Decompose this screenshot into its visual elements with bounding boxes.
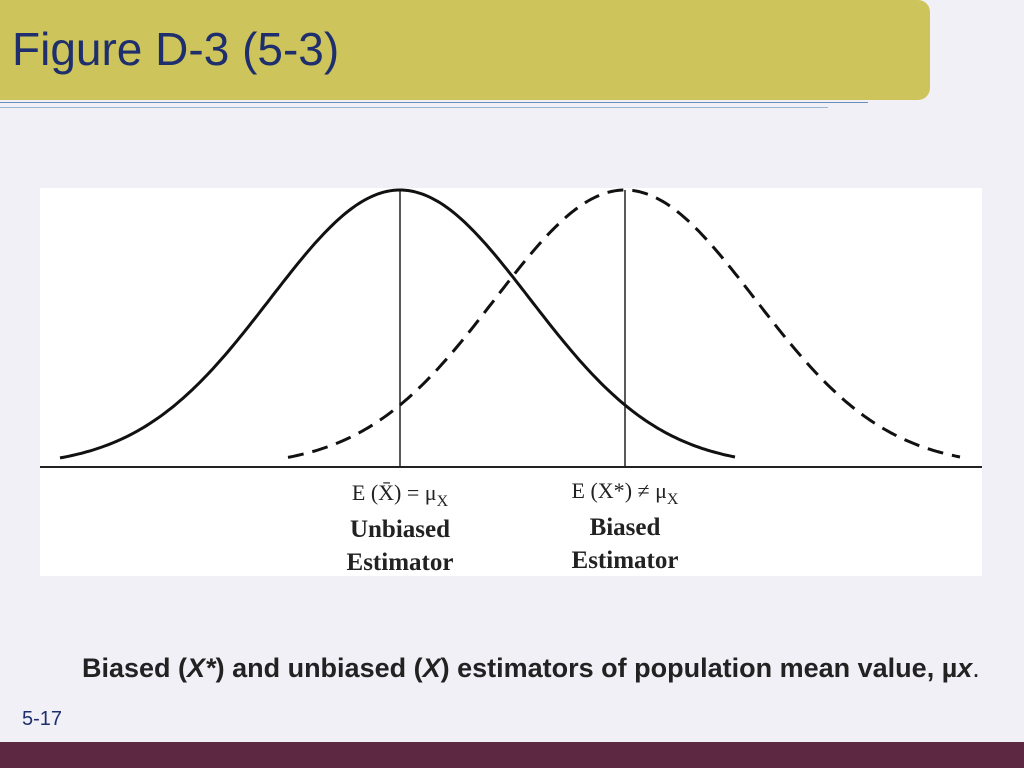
estimator-label: Biased bbox=[590, 514, 661, 541]
eq-subscript: X bbox=[437, 493, 449, 510]
caption-text: ) and unbiased ( bbox=[215, 653, 423, 683]
estimator-label: Estimator bbox=[347, 549, 454, 576]
slide-number: 5-17 bbox=[22, 708, 63, 730]
caption-text: Biased ( bbox=[82, 653, 188, 683]
divider bbox=[0, 107, 828, 108]
eq-part: E ( bbox=[572, 478, 598, 503]
figure: E (X̄) = μX Unbiased Estimator E (X*) ≠ … bbox=[40, 188, 982, 576]
title-bar bbox=[0, 0, 930, 100]
equation: E (X̄) = μX bbox=[352, 480, 449, 510]
unbiased-curve bbox=[59, 188, 736, 460]
caption-text: . bbox=[972, 653, 980, 683]
caption-text: ) estimators of population mean value, µ bbox=[440, 653, 958, 683]
footer-bar bbox=[0, 742, 1024, 768]
eq-part: ) ≠ μ bbox=[625, 478, 667, 503]
eq-subscript: X bbox=[667, 491, 679, 508]
eq-part: ) = μ bbox=[394, 480, 437, 505]
eq-part: X̄ bbox=[378, 480, 394, 505]
divider bbox=[0, 102, 868, 103]
equation: E (X*) ≠ μX bbox=[572, 478, 679, 508]
eq-part: E ( bbox=[352, 480, 378, 505]
figure-background bbox=[40, 188, 982, 576]
estimator-label: Unbiased bbox=[350, 516, 450, 543]
caption-italic: X bbox=[422, 653, 441, 683]
estimator-label: Estimator bbox=[572, 547, 679, 574]
eq-part: X* bbox=[598, 478, 625, 503]
caption: Biased (X*) and unbiased (X) estimators … bbox=[82, 648, 982, 688]
caption-italic: X* bbox=[187, 653, 216, 683]
slide-title: Figure D-3 (5-3) bbox=[12, 23, 340, 75]
biased-curve bbox=[287, 188, 961, 459]
caption-italic: x bbox=[957, 653, 973, 683]
